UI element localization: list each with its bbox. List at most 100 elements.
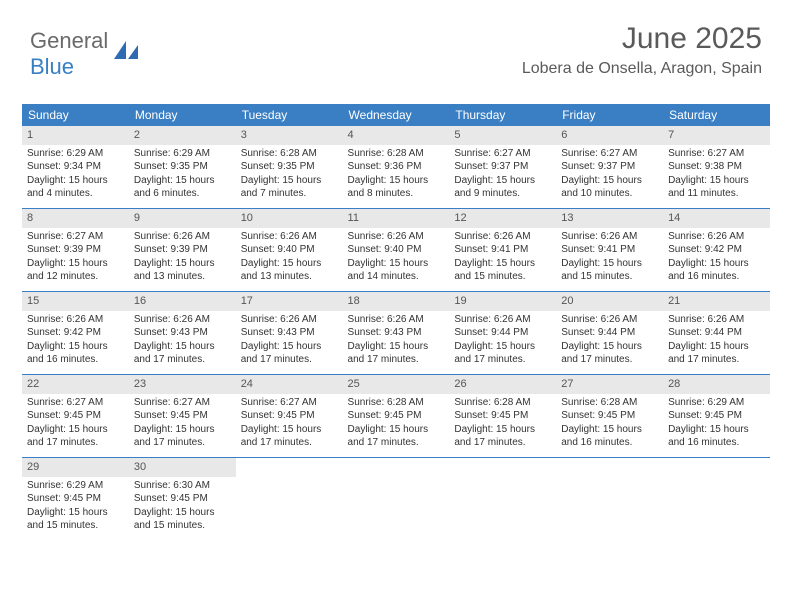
day-dl2: and 11 minutes. xyxy=(668,187,765,201)
calendar-week-row: 8Sunrise: 6:27 AMSunset: 9:39 PMDaylight… xyxy=(22,209,770,292)
calendar-cell xyxy=(556,458,663,540)
day-dl2: and 16 minutes. xyxy=(668,436,765,450)
calendar-cell: 13 Sunrise: 6:26 AMSunset: 9:41 PMDayligh… xyxy=(556,209,663,291)
day-sunrise: Sunrise: 6:26 AM xyxy=(348,230,445,244)
day-dl1: Daylight: 15 hours xyxy=(241,423,338,437)
day-header-saturday: Saturday xyxy=(663,104,770,126)
day-sunset: Sunset: 9:41 PM xyxy=(454,243,551,257)
calendar-week-row: 22Sunrise: 6:27 AMSunset: 9:45 PMDayligh… xyxy=(22,375,770,458)
day-dl1: Daylight: 15 hours xyxy=(241,340,338,354)
calendar: Sunday Monday Tuesday Wednesday Thursday… xyxy=(22,104,770,540)
day-sunrise: Sunrise: 6:29 AM xyxy=(134,147,231,161)
calendar-cell: 15Sunrise: 6:26 AMSunset: 9:42 PMDayligh… xyxy=(22,292,129,374)
day-dl2: and 8 minutes. xyxy=(348,187,445,201)
day-sunset: Sunset: 9:34 PM xyxy=(27,160,124,174)
day-sunset: Sunset: 9:38 PM xyxy=(668,160,765,174)
location-label: Lobera de Onsella, Aragon, Spain xyxy=(522,60,762,78)
calendar-cell: 16Sunrise: 6:26 AMSunset: 9:43 PMDayligh… xyxy=(129,292,236,374)
day-dl1: Daylight: 15 hours xyxy=(668,340,765,354)
calendar-cell: 28Sunrise: 6:29 AMSunset: 9:45 PMDayligh… xyxy=(663,375,770,457)
day-header-monday: Monday xyxy=(129,104,236,126)
day-dl1: Daylight: 15 hours xyxy=(668,257,765,271)
day-sunrise: Sunrise: 6:26 AM xyxy=(134,313,231,327)
day-sunset: Sunset: 9:39 PM xyxy=(134,243,231,257)
day-sunrise: Sunrise: 6:27 AM xyxy=(454,147,551,161)
day-sunset: Sunset: 9:45 PM xyxy=(134,492,231,506)
day-sunset: Sunset: 9:39 PM xyxy=(27,243,124,257)
day-dl1: Daylight: 15 hours xyxy=(348,340,445,354)
day-sunrise: Sunrise: 6:27 AM xyxy=(668,147,765,161)
day-dl1: Daylight: 15 hours xyxy=(134,423,231,437)
calendar-cell: 6Sunrise: 6:27 AMSunset: 9:37 PMDaylight… xyxy=(556,126,663,208)
calendar-cell: 25Sunrise: 6:28 AMSunset: 9:45 PMDayligh… xyxy=(343,375,450,457)
day-number: 20 xyxy=(556,292,663,311)
day-number: 30 xyxy=(129,458,236,477)
day-dl2: and 15 minutes. xyxy=(561,270,658,284)
day-sunrise: Sunrise: 6:28 AM xyxy=(348,396,445,410)
calendar-cell: 5Sunrise: 6:27 AMSunset: 9:37 PMDaylight… xyxy=(449,126,556,208)
calendar-cell: 2Sunrise: 6:29 AMSunset: 9:35 PMDaylight… xyxy=(129,126,236,208)
day-dl1: Daylight: 15 hours xyxy=(561,257,658,271)
calendar-cell: 22Sunrise: 6:27 AMSunset: 9:45 PMDayligh… xyxy=(22,375,129,457)
day-dl2: and 17 minutes. xyxy=(27,436,124,450)
day-sunset: Sunset: 9:43 PM xyxy=(134,326,231,340)
day-number: 28 xyxy=(663,375,770,394)
logo-sail-icon xyxy=(112,39,140,69)
day-number: 9 xyxy=(129,209,236,228)
calendar-cell: 23Sunrise: 6:27 AMSunset: 9:45 PMDayligh… xyxy=(129,375,236,457)
calendar-week-row: 29Sunrise: 6:29 AMSunset: 9:45 PMDayligh… xyxy=(22,458,770,540)
day-sunset: Sunset: 9:44 PM xyxy=(454,326,551,340)
calendar-cell: 29Sunrise: 6:29 AMSunset: 9:45 PMDayligh… xyxy=(22,458,129,540)
calendar-cell: 27Sunrise: 6:28 AMSunset: 9:45 PMDayligh… xyxy=(556,375,663,457)
day-sunset: Sunset: 9:37 PM xyxy=(561,160,658,174)
calendar-cell: 9Sunrise: 6:26 AMSunset: 9:39 PMDaylight… xyxy=(129,209,236,291)
day-dl1: Daylight: 15 hours xyxy=(134,257,231,271)
day-number: 24 xyxy=(236,375,343,394)
day-dl1: Daylight: 15 hours xyxy=(27,506,124,520)
calendar-cell: 11Sunrise: 6:26 AMSunset: 9:40 PMDayligh… xyxy=(343,209,450,291)
day-number: 11 xyxy=(343,209,450,228)
day-dl1: Daylight: 15 hours xyxy=(348,174,445,188)
calendar-cell: 21Sunrise: 6:26 AMSunset: 9:44 PMDayligh… xyxy=(663,292,770,374)
day-dl2: and 17 minutes. xyxy=(134,353,231,367)
day-dl1: Daylight: 15 hours xyxy=(454,340,551,354)
day-dl2: and 4 minutes. xyxy=(27,187,124,201)
day-dl2: and 16 minutes. xyxy=(27,353,124,367)
day-dl1: Daylight: 15 hours xyxy=(561,340,658,354)
day-number: 27 xyxy=(556,375,663,394)
calendar-cell: 24Sunrise: 6:27 AMSunset: 9:45 PMDayligh… xyxy=(236,375,343,457)
day-number: 10 xyxy=(236,209,343,228)
day-sunset: Sunset: 9:45 PM xyxy=(27,409,124,423)
day-dl1: Daylight: 15 hours xyxy=(668,423,765,437)
day-sunset: Sunset: 9:41 PM xyxy=(561,243,658,257)
day-sunrise: Sunrise: 6:30 AM xyxy=(134,479,231,493)
calendar-cell xyxy=(343,458,450,540)
day-number: 29 xyxy=(22,458,129,477)
day-sunrise: Sunrise: 6:27 AM xyxy=(27,230,124,244)
day-dl2: and 17 minutes. xyxy=(348,353,445,367)
day-sunrise: Sunrise: 6:26 AM xyxy=(241,230,338,244)
day-sunrise: Sunrise: 6:28 AM xyxy=(561,396,658,410)
day-number: 1 xyxy=(22,126,129,145)
day-dl2: and 10 minutes. xyxy=(561,187,658,201)
day-dl2: and 16 minutes. xyxy=(668,270,765,284)
day-dl2: and 13 minutes. xyxy=(241,270,338,284)
calendar-cell: 17Sunrise: 6:26 AMSunset: 9:43 PMDayligh… xyxy=(236,292,343,374)
day-sunset: Sunset: 9:44 PM xyxy=(668,326,765,340)
day-number: 26 xyxy=(449,375,556,394)
day-number: 16 xyxy=(129,292,236,311)
day-sunrise: Sunrise: 6:26 AM xyxy=(561,230,658,244)
calendar-header-row: Sunday Monday Tuesday Wednesday Thursday… xyxy=(22,104,770,126)
day-sunset: Sunset: 9:45 PM xyxy=(668,409,765,423)
day-sunset: Sunset: 9:42 PM xyxy=(27,326,124,340)
day-header-tuesday: Tuesday xyxy=(236,104,343,126)
day-number: 3 xyxy=(236,126,343,145)
day-sunrise: Sunrise: 6:26 AM xyxy=(241,313,338,327)
day-sunrise: Sunrise: 6:28 AM xyxy=(454,396,551,410)
day-number: 13 xyxy=(556,209,663,228)
day-dl2: and 13 minutes. xyxy=(134,270,231,284)
calendar-cell: 20Sunrise: 6:26 AMSunset: 9:44 PMDayligh… xyxy=(556,292,663,374)
day-sunset: Sunset: 9:40 PM xyxy=(348,243,445,257)
day-dl1: Daylight: 15 hours xyxy=(454,423,551,437)
day-dl2: and 16 minutes. xyxy=(561,436,658,450)
